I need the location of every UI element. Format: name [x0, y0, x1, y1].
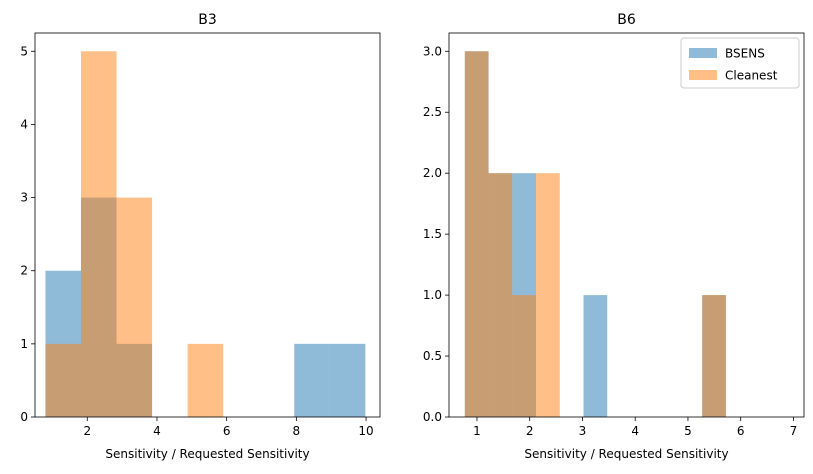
y-tick-label: 1: [20, 337, 28, 351]
bar-cleanest-3: [187, 343, 224, 417]
y-tick-label: 0: [20, 410, 28, 424]
x-tick-label: 2: [526, 424, 534, 438]
bar-cleanest-2: [116, 197, 153, 417]
legend: BSENS Cleanest: [680, 37, 800, 89]
y-tick-label: 0.0: [423, 410, 442, 424]
subplot-1: 2 4 6 8 10 0 1 2 3 4 5 B3 Sensitivity / Requested Se…: [20, 12, 381, 461]
legend-label-cleanest: Cleanest: [725, 69, 778, 83]
y-tick-label: 3.0: [423, 44, 442, 58]
y-tick-label: 2: [20, 264, 28, 278]
x-tick-label: 2: [83, 424, 91, 438]
y-tick-label: 2.0: [423, 166, 442, 180]
y-tick-label: 1.5: [423, 227, 442, 241]
chart-title: B3: [198, 12, 217, 28]
x-axis-label: Sensitivity / Requested Sensitivity: [524, 447, 728, 461]
bar-cleanest-3: [536, 173, 560, 417]
y-tick-label: 2.5: [423, 105, 442, 119]
bar-cleanest-1: [488, 173, 513, 417]
x-tick-label: 3: [579, 424, 587, 438]
bar-cleanest-4: [702, 295, 726, 417]
axes-frame: [34, 32, 381, 418]
y-tick-label: 4: [20, 117, 28, 131]
y-tick-label: 5: [20, 44, 28, 58]
legend-swatch-bsens: [689, 48, 717, 58]
x-tick-label: 1: [473, 424, 481, 438]
bar-cleanest-0: [45, 343, 81, 417]
x-tick-label: 10: [358, 424, 373, 438]
y-tick-label: 1.0: [423, 288, 442, 302]
x-tick-label: 4: [631, 424, 639, 438]
y-tick-label: 0.5: [423, 349, 442, 363]
bar-bsens-3: [294, 343, 330, 417]
x-tick-label: 4: [153, 424, 161, 438]
bar-cleanest-1: [81, 51, 117, 418]
legend-swatch-cleanest: [689, 70, 717, 80]
legend-label-bsens: BSENS: [725, 47, 765, 61]
bar-cleanest-2: [512, 295, 537, 417]
x-tick-label: 7: [790, 424, 798, 438]
axes-frame: [448, 32, 805, 418]
bar-cleanest-0: [464, 51, 489, 418]
chart-title: B6: [617, 12, 636, 28]
x-tick-label: 5: [684, 424, 692, 438]
bar-bsens-3: [583, 295, 608, 417]
x-axis-label: Sensitivity / Requested Sensitivity: [105, 447, 309, 461]
bar-bsens-4: [329, 343, 366, 417]
x-tick-label: 6: [737, 424, 745, 438]
y-tick-label: 3: [20, 191, 28, 205]
x-tick-label: 8: [293, 424, 301, 438]
subplot-2: 1 2 3 4 5 6 7 0.0 0.5 1.0 1.5 2.0 2.5 3.0 B6 Sensitivit…: [423, 12, 805, 461]
x-tick-label: 6: [223, 424, 231, 438]
